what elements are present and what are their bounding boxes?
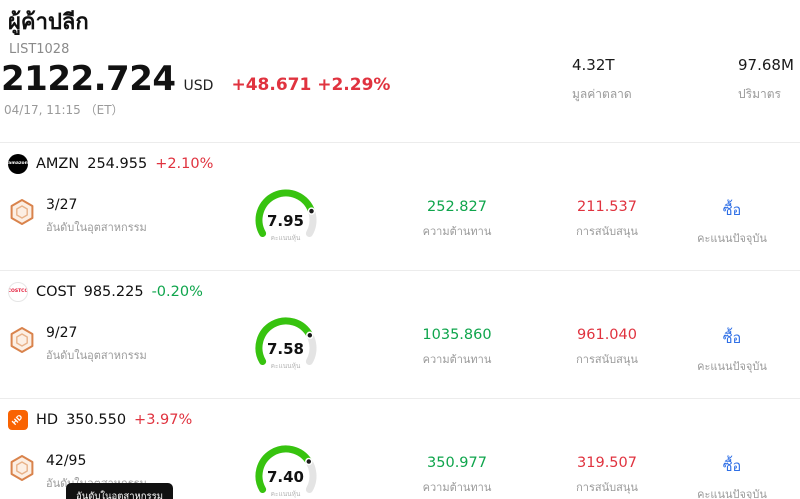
resistance-label: ความต้านทาน	[422, 353, 492, 366]
stock-row[interactable]: HD HD 350.550 +3.97%	[0, 399, 800, 441]
index-change: +48.671 +2.29%	[231, 75, 391, 95]
tooltip: อันดับในอุตสาหกรรม	[66, 483, 174, 499]
rating-col: ซื้อ คะแนนปัจจุบัน	[682, 185, 782, 270]
industry-rank-label: อันดับในอุตสาหกรรม	[46, 221, 147, 234]
resistance-col: 1035.860 ความต้านทาน	[382, 313, 532, 398]
industry-rank-value: 9/27	[46, 325, 78, 341]
score-gauge-arc	[254, 317, 316, 365]
support-col: 211.537 การสนับสนุน	[532, 185, 682, 270]
support-label: การสนับสนุน	[576, 481, 638, 494]
resistance-label: ความต้านทาน	[422, 481, 492, 494]
list-id: LIST1028	[9, 42, 70, 57]
rating-label: คะแนนปัจจุบัน	[697, 232, 767, 245]
industry-rank-badge-icon	[8, 197, 36, 227]
rating-label: คะแนนปัจจุบัน	[697, 360, 767, 373]
score-gauge: 7.58 คะแนนหุ้น	[233, 313, 338, 398]
stock-change: -0.20%	[151, 284, 203, 300]
support-col: 961.040 การสนับสนุน	[532, 313, 682, 398]
volume-stat: 97.68M ปริมาตร	[738, 56, 794, 104]
index-datetime: 04/17, 11:15 （ET）	[4, 103, 124, 117]
resistance-col: 252.827 ความต้านทาน	[382, 185, 532, 270]
volume-label: ปริมาตร	[738, 87, 781, 101]
industry-rank-label: อันดับในอุตสาหกรรม	[46, 349, 147, 362]
stock-list: amazon AMZN 254.955 +2.10% 3/27 อันดับใน…	[0, 142, 800, 499]
industry-rank-block: 3/27 อันดับในอุตสาหกรรม	[8, 185, 233, 270]
resistance-value: 1035.860	[422, 327, 492, 343]
rating-value: ซื้อ	[722, 331, 742, 347]
resistance-col: 350.977 ความต้านทาน	[382, 441, 532, 499]
stock-price: 350.550	[66, 412, 127, 428]
score-value: 7.40	[266, 468, 304, 486]
score-gauge: 7.40 คะแนนหุ้น	[233, 441, 338, 499]
stock-details: 3/27 อันดับในอุตสาหกรรม 7.95 คะแนนหุ้น 2…	[0, 185, 800, 270]
rating-value: ซื้อ	[722, 203, 742, 219]
rating-col: ซื้อ คะแนนปัจจุบัน	[682, 441, 782, 499]
stock-logo-icon: HD	[8, 410, 28, 430]
index-price-row: 2122.724 USD +48.671 +2.29%	[0, 60, 800, 98]
industry-rank-value: 3/27	[46, 197, 78, 213]
support-label: การสนับสนุน	[576, 353, 638, 366]
page-title: ผู้ค้าปลีก	[8, 10, 89, 35]
rating-value: ซื้อ	[722, 459, 742, 475]
resistance-value: 252.827	[427, 199, 487, 215]
market-cap-stat: 4.32T มูลค่าตลาด	[572, 56, 632, 104]
index-currency: USD	[183, 78, 214, 94]
industry-rank-badge-icon	[8, 325, 36, 355]
stock-change: +2.10%	[155, 156, 214, 172]
resistance-value: 350.977	[427, 455, 487, 471]
rating-label: คะแนนปัจจุบัน	[697, 488, 767, 499]
stock-price: 254.955	[87, 156, 148, 172]
score-gauge-label: คะแนนหุ้น	[270, 362, 301, 370]
support-col: 319.507 การสนับสนุน	[532, 441, 682, 499]
support-value: 961.040	[577, 327, 637, 343]
score-value: 7.58	[266, 340, 304, 358]
stock-row[interactable]: COSTCO COST 985.225 -0.20%	[0, 271, 800, 313]
industry-rank-badge-icon	[8, 453, 36, 483]
stock-details: 9/27 อันดับในอุตสาหกรรม 7.58 คะแนนหุ้น 1…	[0, 313, 800, 398]
market-cap-label: มูลค่าตลาด	[572, 87, 632, 101]
stock-logo-icon: amazon	[8, 154, 28, 174]
score-gauge: 7.95 คะแนนหุ้น	[233, 185, 338, 270]
industry-rank-block: 9/27 อันดับในอุตสาหกรรม	[8, 313, 233, 398]
score-gauge-label: คะแนนหุ้น	[270, 234, 301, 242]
stock-row[interactable]: amazon AMZN 254.955 +2.10%	[0, 143, 800, 185]
market-cap-value: 4.32T	[572, 56, 615, 74]
stock-section: COSTCO COST 985.225 -0.20% 9/27 อันดับใน…	[0, 270, 800, 398]
rating-col: ซื้อ คะแนนปัจจุบัน	[682, 313, 782, 398]
page-header: ผู้ค้าปลีก LIST1028 2122.724 USD +48.671…	[0, 0, 800, 118]
stock-section: amazon AMZN 254.955 +2.10% 3/27 อันดับใน…	[0, 142, 800, 270]
index-price: 2122.724	[1, 59, 176, 99]
stock-ticker: AMZN	[36, 156, 80, 172]
score-gauge-label: คะแนนหุ้น	[270, 490, 301, 498]
support-label: การสนับสนุน	[576, 225, 638, 238]
industry-rank-value: 42/95	[46, 453, 87, 469]
stock-logo-icon: COSTCO	[8, 282, 28, 302]
stock-price: 985.225	[83, 284, 144, 300]
volume-value: 97.68M	[738, 56, 794, 74]
stock-ticker: HD	[36, 412, 59, 428]
support-value: 211.537	[577, 199, 637, 215]
stock-ticker: COST	[36, 284, 76, 300]
stock-change: +3.97%	[134, 412, 193, 428]
score-gauge-arc	[255, 445, 316, 493]
score-value: 7.95	[266, 212, 304, 230]
resistance-label: ความต้านทาน	[422, 225, 492, 238]
support-value: 319.507	[577, 455, 637, 471]
score-gauge-arc	[255, 189, 316, 237]
